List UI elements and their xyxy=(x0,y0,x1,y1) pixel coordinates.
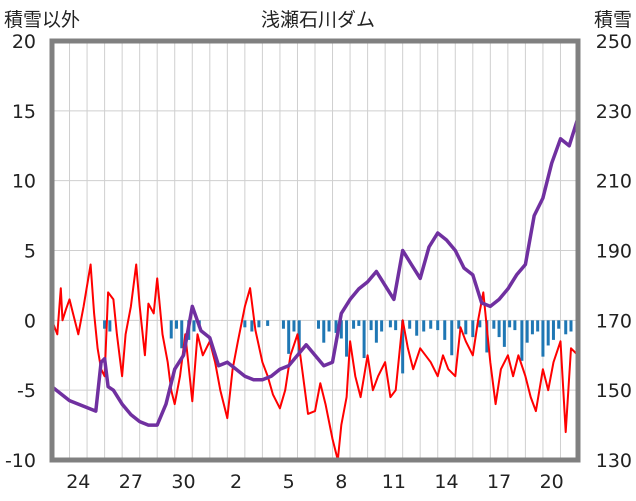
left-tick-label: -10 xyxy=(5,450,36,472)
left-tick-label: -5 xyxy=(17,380,36,402)
data-bar xyxy=(266,320,270,326)
plot-frame xyxy=(49,38,581,463)
right-tick-label: 150 xyxy=(596,380,632,402)
data-bar xyxy=(394,320,398,331)
data-bar xyxy=(429,320,433,329)
data-bar xyxy=(380,320,384,332)
data-bar xyxy=(180,320,184,349)
data-bar xyxy=(415,320,419,336)
data-bar xyxy=(513,320,517,331)
x-tick-label: 11 xyxy=(382,471,406,493)
data-bar xyxy=(192,320,196,332)
right-tick-labels: 250 230 210 190 170 150 130 xyxy=(596,31,632,472)
line-series xyxy=(50,116,580,461)
data-bar xyxy=(464,320,468,335)
left-tick-labels: 20 15 10 5 0 -5 -10 xyxy=(5,31,36,472)
data-bar xyxy=(174,320,178,329)
data-bar xyxy=(339,320,343,339)
data-bar xyxy=(297,320,301,353)
data-bar xyxy=(327,320,331,332)
data-bar xyxy=(564,320,568,335)
data-bar xyxy=(334,320,338,333)
data-bar xyxy=(317,320,321,329)
data-bar xyxy=(243,320,247,328)
left-axis-label: 積雪以外 xyxy=(4,9,80,31)
right-tick-label: 230 xyxy=(596,101,632,123)
data-bar xyxy=(569,320,573,332)
x-tick-label: 27 xyxy=(119,471,143,493)
data-bar xyxy=(374,320,378,343)
chart-title: 浅瀬石川ダム xyxy=(261,9,375,31)
x-tick-labels: 24 27 30 2 5 8 11 14 17 20 xyxy=(66,471,564,493)
data-bar xyxy=(250,320,254,332)
data-bar xyxy=(281,320,285,329)
data-bar xyxy=(508,320,512,328)
data-bar xyxy=(551,320,555,340)
left-tick-label: 20 xyxy=(12,31,36,53)
right-tick-label: 170 xyxy=(596,310,632,332)
x-tick-label: 20 xyxy=(540,471,564,493)
data-bar xyxy=(108,320,112,332)
data-bar xyxy=(369,320,373,331)
grid xyxy=(52,40,578,461)
x-tick-label: 17 xyxy=(487,471,511,493)
x-tick-label: 30 xyxy=(171,471,195,493)
x-tick-label: 14 xyxy=(434,471,458,493)
data-bar xyxy=(436,320,440,331)
x-tick-label: 5 xyxy=(283,471,295,493)
data-bar xyxy=(492,320,496,329)
data-bar xyxy=(257,320,261,328)
data-bar xyxy=(388,320,392,328)
data-bar xyxy=(502,320,506,347)
data-bar xyxy=(408,320,412,329)
data-bar xyxy=(345,320,349,357)
data-bar xyxy=(478,320,482,328)
data-bar xyxy=(443,320,447,340)
data-bar xyxy=(287,320,291,354)
left-axis-line xyxy=(51,263,579,461)
data-bar xyxy=(457,320,461,329)
right-tick-label: 130 xyxy=(596,450,632,472)
data-bar xyxy=(557,320,561,329)
data-bar xyxy=(450,320,454,356)
data-bar xyxy=(422,320,426,332)
snow-depth-line xyxy=(50,116,580,427)
data-bar xyxy=(401,320,405,374)
left-tick-label: 15 xyxy=(12,101,36,123)
data-bar xyxy=(292,320,296,332)
right-axis-label: 積雪 xyxy=(594,9,632,31)
data-bar xyxy=(541,320,545,357)
right-tick-label: 250 xyxy=(596,31,632,53)
right-tick-label: 190 xyxy=(596,241,632,263)
data-bar xyxy=(497,320,501,338)
data-bar xyxy=(471,320,475,338)
data-bar xyxy=(546,320,550,346)
data-bar xyxy=(103,320,107,329)
data-bar xyxy=(322,320,326,343)
left-tick-label: 10 xyxy=(12,171,36,193)
data-bar xyxy=(169,320,173,339)
right-tick-label: 210 xyxy=(596,171,632,193)
data-bar xyxy=(525,320,529,343)
x-tick-label: 8 xyxy=(335,471,347,493)
data-bar xyxy=(530,320,534,335)
data-bar xyxy=(520,320,524,361)
x-tick-label: 2 xyxy=(230,471,242,493)
left-tick-label: 5 xyxy=(24,241,36,263)
data-bar xyxy=(357,320,361,326)
data-bar xyxy=(362,320,366,359)
x-tick-label: 24 xyxy=(66,471,90,493)
left-tick-label: 0 xyxy=(24,310,36,332)
data-bar xyxy=(352,320,356,329)
data-bar xyxy=(536,320,540,332)
